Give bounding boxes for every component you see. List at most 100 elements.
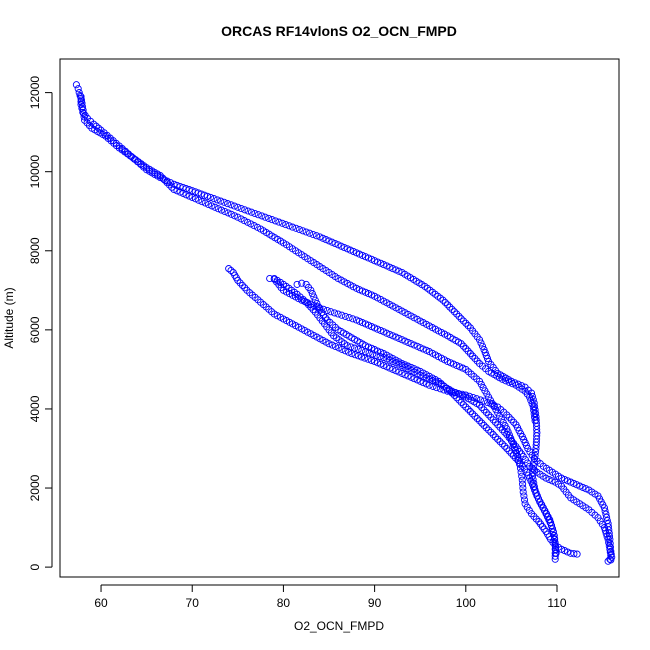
data-point: [444, 301, 452, 309]
data-point: [480, 346, 488, 354]
data-points: [72, 81, 616, 565]
data-point: [374, 258, 382, 266]
data-point: [330, 309, 339, 317]
x-tick-label: 110: [547, 596, 566, 610]
data-point: [328, 341, 336, 349]
data-point: [419, 373, 427, 381]
data-point: [194, 189, 202, 197]
data-point: [483, 354, 492, 363]
data-point: [498, 375, 506, 383]
data-point: [446, 303, 454, 311]
data-point: [551, 535, 559, 543]
data-point: [307, 286, 315, 294]
data-point: [516, 447, 524, 456]
data-point: [227, 201, 235, 209]
data-point: [478, 342, 487, 350]
data-point: [282, 221, 290, 229]
data-point: [247, 220, 255, 228]
data-point: [518, 472, 526, 480]
data-point: [404, 372, 412, 380]
data-point: [313, 299, 321, 308]
data-point: [448, 387, 456, 395]
data-point: [319, 234, 327, 242]
data-point: [156, 172, 164, 180]
x-axis: 60 70 80 90 100 110: [94, 584, 567, 610]
data-point: [173, 187, 181, 195]
data-point: [335, 344, 343, 352]
data-point: [182, 191, 190, 199]
data-point: [548, 525, 556, 533]
data-point: [531, 413, 539, 421]
data-point: [358, 251, 366, 259]
data-point: [389, 365, 397, 373]
data-point: [494, 421, 502, 429]
data-point: [395, 267, 403, 275]
data-point: [478, 419, 486, 427]
data-point: [389, 332, 397, 340]
data-point: [354, 345, 362, 353]
data-point: [471, 354, 479, 363]
data-point: [238, 281, 246, 289]
data-point: [168, 183, 176, 191]
data-point: [527, 396, 535, 404]
data-point: [78, 103, 87, 111]
data-point: [489, 431, 497, 439]
data-point: [365, 349, 373, 357]
data-point: [204, 200, 213, 209]
data-point: [475, 417, 484, 425]
data-point: [208, 202, 216, 210]
data-point: [380, 261, 388, 269]
data-point: [268, 216, 276, 224]
data-point: [540, 525, 548, 533]
data-point: [498, 426, 506, 434]
data-point: [236, 279, 244, 287]
data-point: [459, 317, 468, 325]
data-point: [271, 217, 279, 225]
data-point: [254, 211, 262, 219]
data-point: [325, 237, 333, 245]
data-point: [457, 340, 465, 348]
data-point: [485, 411, 493, 419]
data-point: [564, 477, 572, 485]
data-point: [491, 433, 499, 441]
data-point: [345, 314, 353, 322]
data-point: [351, 351, 359, 359]
data-point: [261, 213, 269, 221]
data-point: [482, 424, 490, 432]
data-point: [509, 452, 517, 460]
data-point: [510, 443, 518, 452]
data-point: [496, 423, 504, 431]
data-point: [441, 298, 449, 307]
data-point: [159, 174, 167, 182]
data-point: [163, 179, 171, 187]
data-point: [456, 363, 464, 371]
data-point: [361, 348, 370, 356]
data-point: [389, 265, 397, 273]
data-point: [309, 306, 317, 314]
data-point: [80, 109, 88, 118]
data-point: [341, 312, 349, 320]
data-point: [549, 527, 557, 536]
data-point: [481, 349, 489, 357]
data-point: [410, 341, 418, 349]
x-tick-label: 90: [368, 596, 382, 610]
data-point: [462, 319, 470, 327]
data-point: [293, 280, 301, 288]
data-point: [380, 361, 388, 370]
data-point: [234, 203, 242, 211]
data-point: [295, 225, 303, 234]
data-point: [237, 204, 245, 213]
data-point: [552, 549, 560, 557]
data-point: [519, 484, 527, 492]
data-point: [473, 357, 481, 365]
data-point: [224, 209, 232, 217]
data-point: [564, 548, 572, 556]
data-point: [507, 449, 515, 457]
data-point: [455, 390, 463, 398]
data-point: [314, 303, 322, 311]
x-tick-label: 60: [94, 596, 108, 610]
data-point: [529, 476, 537, 484]
data-point: [505, 413, 513, 421]
data-point: [191, 188, 199, 196]
data-point: [457, 315, 465, 323]
